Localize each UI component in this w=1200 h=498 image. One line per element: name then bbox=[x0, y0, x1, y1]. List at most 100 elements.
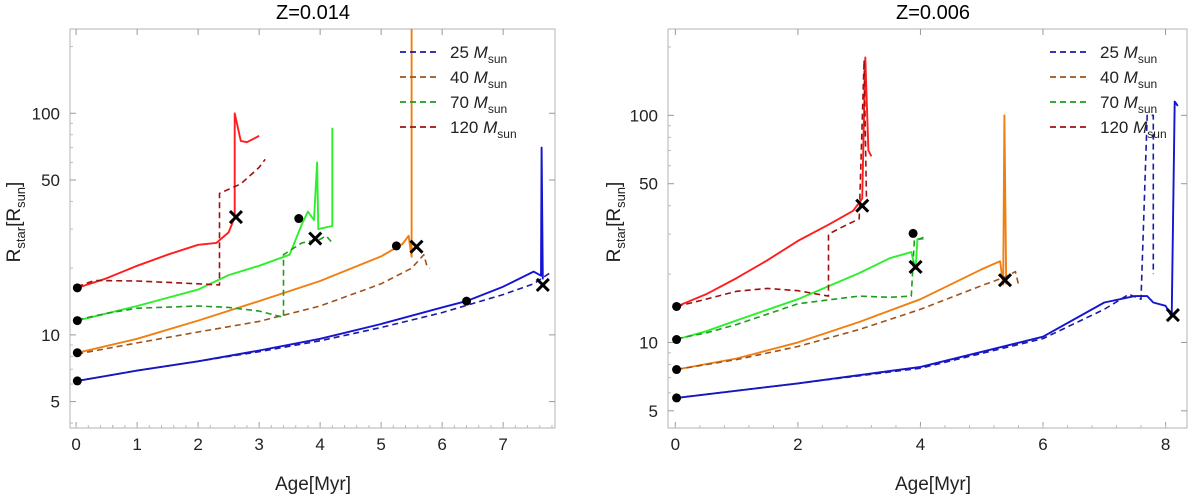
chart-panel-z0014: Z=0.014 Rstar[Rsun] Age[Myr] 0 1 2 3 4 5 6 7 5 10… bbox=[4, 2, 556, 495]
legend-item-40msun: 40 Msun bbox=[1050, 68, 1157, 91]
start-marker-dot bbox=[72, 376, 82, 386]
y-axis-label-sub1: star bbox=[13, 226, 28, 248]
series-line-70msun-dashed bbox=[77, 235, 333, 321]
y-axis-label-mid: [R bbox=[604, 208, 625, 227]
chart-title: Z=0.014 bbox=[276, 2, 350, 24]
legend-item-25msun: 25 Msun bbox=[400, 43, 507, 66]
y-axis-label-sub2: sun bbox=[613, 187, 628, 208]
end-marker-cross bbox=[308, 231, 323, 246]
start-marker-dot bbox=[672, 393, 682, 403]
y-tick-label: 100 bbox=[630, 106, 658, 125]
start-marker-dot bbox=[391, 241, 401, 251]
y-axis-label-end: ] bbox=[604, 182, 625, 187]
legend-label: 120 Msun bbox=[1100, 118, 1167, 141]
start-marker-dot bbox=[72, 283, 82, 293]
legend-label: 70 Msun bbox=[1100, 93, 1157, 116]
y-tick-label: 100 bbox=[32, 104, 60, 123]
start-marker-dot bbox=[72, 316, 82, 326]
series-line-120msun-solid bbox=[77, 112, 260, 289]
y-tick-label: 10 bbox=[41, 326, 60, 345]
series-line-70msun-dashed bbox=[676, 236, 924, 340]
x-tick-label: 7 bbox=[498, 435, 507, 454]
end-marker-cross bbox=[908, 259, 923, 275]
x-tick-label: 2 bbox=[793, 435, 802, 454]
legend-item-70msun: 70 Msun bbox=[400, 93, 507, 116]
series-line-70msun-solid bbox=[77, 127, 334, 322]
y-tick-label: 5 bbox=[649, 402, 658, 421]
start-marker-dot bbox=[72, 348, 82, 358]
series-line-25msun-dashed bbox=[77, 270, 553, 382]
x-axis-label: Age[Myr] bbox=[895, 474, 971, 495]
x-tick-label: 0 bbox=[71, 435, 80, 454]
x-tick-label: 1 bbox=[132, 435, 141, 454]
plot-frame bbox=[69, 28, 556, 429]
start-marker-dot bbox=[672, 365, 682, 375]
chart-panel-z0006: Z=0.006 Rstar[Rsun] Age[Myr] 0 2 4 6 8 5 10 50 1… bbox=[604, 2, 1188, 495]
series-line-40msun-dashed bbox=[77, 253, 431, 355]
y-axis-label-sub1: star bbox=[613, 226, 628, 248]
series-group bbox=[676, 56, 1179, 399]
x-tick-label: 4 bbox=[916, 435, 925, 454]
series-line-40msun-solid bbox=[77, 29, 413, 354]
series-line-120msun-dashed bbox=[77, 158, 266, 288]
x-tick-label: 4 bbox=[315, 435, 324, 454]
legend-item-25msun: 25 Msun bbox=[1050, 43, 1157, 66]
legend-label: 70 Msun bbox=[450, 93, 507, 116]
y-axis-label: Rstar[Rsun] bbox=[4, 182, 28, 263]
chart-title: Z=0.006 bbox=[896, 2, 970, 24]
legend-item-40msun: 40 Msun bbox=[400, 68, 507, 91]
start-marker-dot bbox=[462, 296, 472, 306]
series-line-70msun-solid bbox=[676, 238, 924, 341]
svg-text:Rstar[Rsun]: Rstar[Rsun] bbox=[604, 182, 628, 263]
y-axis-label-main: R bbox=[604, 249, 625, 263]
end-marker-cross bbox=[409, 239, 424, 254]
series-line-25msun-dashed bbox=[676, 114, 1155, 399]
end-marker-cross bbox=[1165, 307, 1180, 323]
series-line-25msun-solid bbox=[77, 146, 544, 382]
legend-label: 40 Msun bbox=[1100, 68, 1157, 91]
y-tick-label: 50 bbox=[41, 171, 60, 190]
series-line-40msun-solid bbox=[676, 114, 1008, 371]
end-marker-cross bbox=[997, 273, 1013, 288]
x-tick-label: 8 bbox=[1161, 435, 1170, 454]
y-axis-label-end: ] bbox=[4, 182, 25, 187]
x-tick-label: 3 bbox=[254, 435, 263, 454]
legend-item-120msun: 120 Msun bbox=[400, 118, 517, 141]
start-marker-dot bbox=[672, 301, 682, 311]
svg-text:Rstar[Rsun]: Rstar[Rsun] bbox=[4, 182, 28, 263]
series-group bbox=[77, 29, 553, 382]
start-marker-dot bbox=[908, 228, 918, 238]
y-tick-label: 50 bbox=[639, 175, 658, 194]
y-axis-label-sub2: sun bbox=[13, 187, 28, 208]
plot-frame bbox=[667, 28, 1188, 429]
legend-label: 25 Msun bbox=[450, 43, 507, 66]
x-tick-label: 6 bbox=[1038, 435, 1047, 454]
x-tick-label: 2 bbox=[193, 435, 202, 454]
x-axis-label: Age[Myr] bbox=[275, 474, 351, 495]
legend-item-120msun: 120 Msun bbox=[1050, 118, 1167, 141]
y-axis-label: Rstar[Rsun] bbox=[604, 182, 628, 263]
legend-label: 40 Msun bbox=[450, 68, 507, 91]
legend-item-70msun: 70 Msun bbox=[1050, 93, 1157, 116]
y-axis-label-mid: [R bbox=[4, 208, 25, 227]
y-axis-label-main: R bbox=[4, 249, 25, 263]
y-tick-label: 5 bbox=[51, 393, 60, 412]
series-line-40msun-dashed bbox=[676, 270, 1020, 371]
start-marker-dot bbox=[672, 335, 682, 345]
legend-label: 120 Msun bbox=[450, 118, 517, 141]
end-marker-cross bbox=[535, 277, 550, 293]
y-tick-label: 10 bbox=[639, 333, 658, 352]
end-marker-cross bbox=[228, 210, 243, 225]
series-line-25msun-solid bbox=[676, 100, 1179, 399]
series-line-120msun-dashed bbox=[676, 59, 868, 308]
end-marker-cross bbox=[855, 198, 870, 213]
x-tick-label: 0 bbox=[671, 435, 680, 454]
start-marker-dot bbox=[294, 214, 304, 224]
series-line-120msun-solid bbox=[676, 56, 873, 308]
x-tick-label: 5 bbox=[376, 435, 385, 454]
x-tick-label: 6 bbox=[437, 435, 446, 454]
legend-label: 25 Msun bbox=[1100, 43, 1157, 66]
